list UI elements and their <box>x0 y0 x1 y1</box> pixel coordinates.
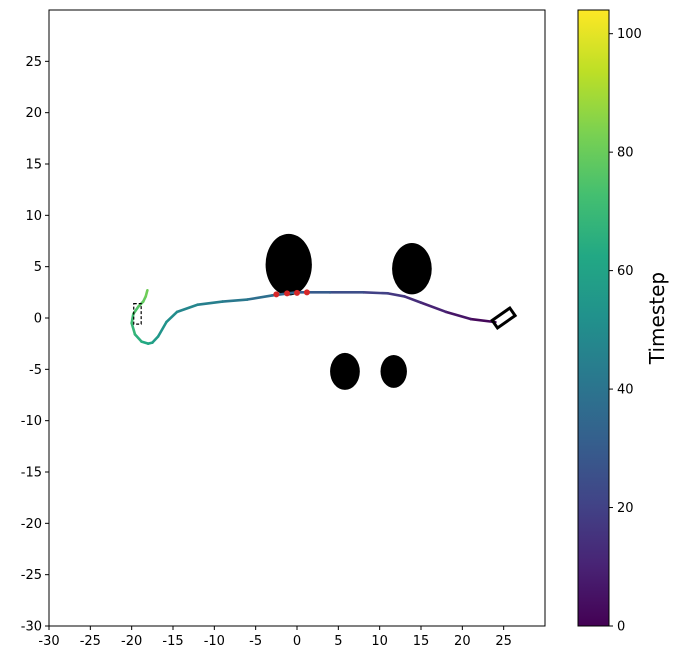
colorbar-gradient <box>577 9 610 627</box>
x-tick-label: 0 <box>293 634 301 649</box>
y-tick-label: -10 <box>21 414 42 429</box>
x-tick-label: 20 <box>454 634 471 649</box>
y-tick-label: 10 <box>25 209 42 224</box>
y-tick-label: -30 <box>21 620 42 635</box>
y-tick-label: -20 <box>21 517 42 532</box>
obstacle <box>392 243 432 295</box>
trajectory-segment <box>130 312 135 325</box>
goal-box <box>133 303 142 325</box>
trajectory-segment <box>221 298 249 303</box>
trajectory-segment <box>403 295 423 304</box>
trajectory-segment <box>246 294 274 301</box>
x-tick-label: -20 <box>121 634 142 649</box>
trajectory-segment <box>156 320 168 338</box>
colorbar-tick-label: 40 <box>617 383 634 398</box>
trajectory-segment <box>196 300 224 306</box>
y-tick-label: 25 <box>25 55 42 70</box>
x-tick-label: 10 <box>371 634 388 649</box>
x-tick-label: -15 <box>162 634 183 649</box>
red-point <box>284 290 291 297</box>
trajectory-segment <box>361 291 390 295</box>
x-tick-label: -5 <box>249 634 262 649</box>
trajectory-segment <box>130 321 137 336</box>
red-point <box>273 291 280 298</box>
y-tick-label: 0 <box>34 312 42 327</box>
x-tick-label: 15 <box>413 634 430 649</box>
trajectory-segment <box>151 335 160 344</box>
x-tick-label: 25 <box>495 634 512 649</box>
colorbar-label: Timestep <box>645 272 669 365</box>
trajectory-segment <box>175 303 200 314</box>
y-tick-label: -25 <box>21 568 42 583</box>
trajectory-segment <box>133 333 143 343</box>
trajectory-segment <box>165 310 179 324</box>
trajectory-segment <box>386 292 406 298</box>
trajectory-segment <box>144 288 149 298</box>
x-tick-label: -30 <box>38 634 59 649</box>
y-tick-label: -15 <box>21 466 42 481</box>
colorbar-tick-label: 60 <box>617 264 634 279</box>
trajectory-segment <box>444 310 472 321</box>
start-vehicle-box <box>490 305 518 331</box>
red-point <box>294 289 300 296</box>
trajectory-segment <box>419 301 448 314</box>
colorbar-tick-label: 80 <box>617 146 634 161</box>
colorbar-tick-label: 20 <box>617 501 634 516</box>
obstacle <box>265 233 312 296</box>
colorbar-tick-label: 100 <box>617 27 642 42</box>
red-point <box>303 289 310 296</box>
y-tick-label: -5 <box>29 363 42 378</box>
obstacle <box>380 354 407 388</box>
obstacle <box>330 352 360 390</box>
y-tick-label: 20 <box>25 106 42 121</box>
colorbar-tick-label: 0 <box>617 620 625 635</box>
x-tick-label: 5 <box>334 634 342 649</box>
y-tick-label: 5 <box>34 260 42 275</box>
y-tick-label: 15 <box>25 158 42 173</box>
x-tick-label: -10 <box>204 634 225 649</box>
x-tick-label: -25 <box>80 634 101 649</box>
